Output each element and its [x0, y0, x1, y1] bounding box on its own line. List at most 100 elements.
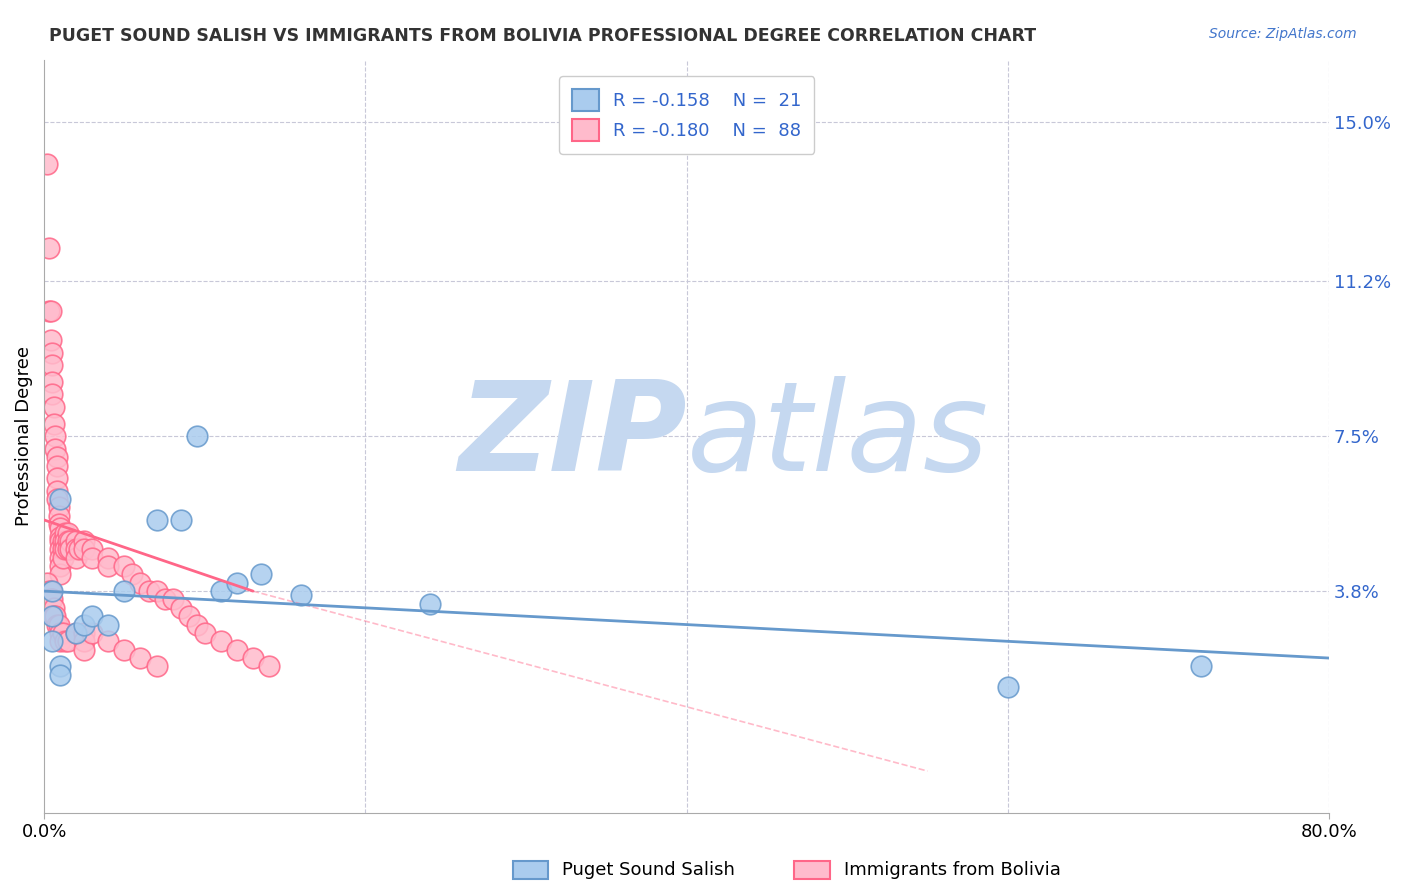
Point — [209, 584, 232, 599]
Point — [42, 417, 65, 431]
Point — [46, 471, 69, 485]
Point — [73, 542, 96, 557]
Text: PUGET SOUND SALISH VS IMMIGRANTS FROM BOLIVIA PROFESSIONAL DEGREE CORRELATION CH: PUGET SOUND SALISH VS IMMIGRANTS FROM BO… — [49, 27, 1036, 45]
Point — [41, 592, 63, 607]
Point — [49, 634, 72, 648]
Point — [59, 542, 82, 557]
Point — [65, 626, 87, 640]
Point — [37, 157, 59, 171]
Point — [42, 609, 65, 624]
Point — [242, 651, 264, 665]
Point — [112, 559, 135, 574]
Point — [169, 513, 191, 527]
Point — [49, 559, 72, 574]
Point — [42, 600, 65, 615]
Point — [52, 550, 75, 565]
Point — [49, 521, 72, 535]
Point — [49, 491, 72, 506]
Point — [48, 500, 70, 515]
Point — [129, 651, 152, 665]
Point — [73, 626, 96, 640]
Point — [65, 626, 87, 640]
Point — [97, 617, 120, 632]
Point — [194, 626, 217, 640]
Point — [82, 609, 104, 624]
Point — [65, 550, 87, 565]
Point — [97, 550, 120, 565]
Point — [53, 533, 76, 548]
Point — [138, 584, 160, 599]
Point — [65, 533, 87, 548]
Point — [82, 550, 104, 565]
Point — [73, 533, 96, 548]
Point — [48, 508, 70, 523]
Point — [44, 442, 66, 456]
Point — [186, 429, 208, 443]
Point — [39, 592, 62, 607]
Point — [73, 642, 96, 657]
Point — [65, 542, 87, 557]
Text: Puget Sound Salish: Puget Sound Salish — [562, 861, 735, 879]
Point — [186, 617, 208, 632]
Point — [53, 525, 76, 540]
Point — [82, 542, 104, 557]
Text: Source: ZipAtlas.com: Source: ZipAtlas.com — [1209, 27, 1357, 41]
Point — [41, 634, 63, 648]
Point — [38, 303, 60, 318]
Point — [250, 567, 273, 582]
Point — [39, 333, 62, 347]
Point — [49, 626, 72, 640]
Point — [1189, 659, 1212, 673]
Point — [177, 609, 200, 624]
Point — [121, 567, 143, 582]
Point — [46, 483, 69, 498]
Point — [58, 525, 80, 540]
Point — [41, 584, 63, 599]
Point — [41, 345, 63, 359]
Point — [41, 358, 63, 372]
Point — [225, 575, 247, 590]
Point — [112, 584, 135, 599]
Point — [41, 387, 63, 401]
FancyBboxPatch shape — [794, 861, 830, 879]
Point — [44, 429, 66, 443]
Point — [46, 450, 69, 465]
Point — [52, 626, 75, 640]
Point — [290, 588, 312, 602]
Point — [997, 681, 1019, 695]
Point — [129, 575, 152, 590]
Point — [37, 575, 59, 590]
Point — [41, 609, 63, 624]
Point — [46, 491, 69, 506]
Text: atlas: atlas — [686, 376, 988, 497]
Point — [69, 542, 91, 557]
Point — [257, 659, 280, 673]
Point — [49, 530, 72, 544]
Point — [82, 626, 104, 640]
Point — [58, 542, 80, 557]
Point — [46, 617, 69, 632]
Point — [97, 634, 120, 648]
Point — [58, 634, 80, 648]
Point — [49, 550, 72, 565]
Point — [162, 592, 184, 607]
Text: ZIP: ZIP — [458, 376, 686, 497]
Point — [39, 303, 62, 318]
Point — [52, 533, 75, 548]
Point — [169, 600, 191, 615]
Point — [73, 617, 96, 632]
Point — [59, 533, 82, 548]
Point — [145, 584, 167, 599]
Text: Immigrants from Bolivia: Immigrants from Bolivia — [844, 861, 1060, 879]
Point — [49, 542, 72, 557]
Legend: R = -0.158    N =  21, R = -0.180    N =  88: R = -0.158 N = 21, R = -0.180 N = 88 — [560, 76, 814, 153]
Point — [38, 241, 60, 255]
Point — [38, 584, 60, 599]
Y-axis label: Professional Degree: Professional Degree — [15, 346, 32, 526]
Point — [225, 642, 247, 657]
Point — [46, 458, 69, 473]
Point — [153, 592, 176, 607]
Point — [73, 634, 96, 648]
Point — [419, 597, 441, 611]
Point — [44, 609, 66, 624]
